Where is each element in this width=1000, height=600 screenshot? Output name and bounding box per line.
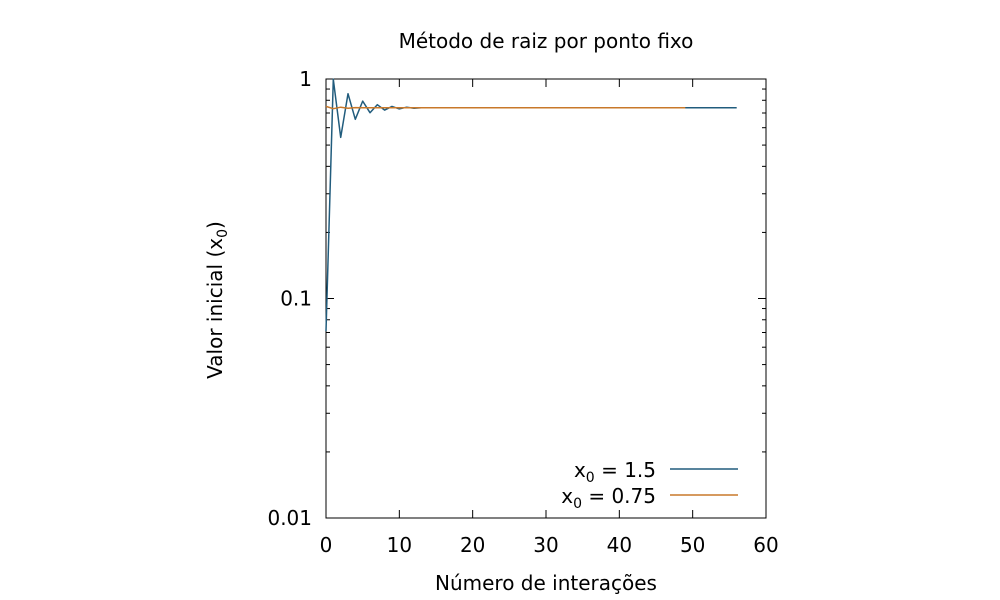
legend-label-1: x0 = 1.5 <box>574 458 656 486</box>
y-axis-label-base: Valor inicial (x <box>203 238 227 379</box>
plot-frame <box>325 78 767 519</box>
y-axis-ticks: 0.01 0.1 1 <box>267 67 766 530</box>
series-line-2 <box>325 105 686 110</box>
legend-label-2-sub: 0 <box>573 496 582 512</box>
x-tick-label-6: 60 <box>753 533 778 557</box>
legend-entry-2: x0 = 0.75 <box>561 484 738 512</box>
legend-label-1-rest: = 1.5 <box>595 458 656 482</box>
x-tick-label-5: 50 <box>680 533 705 557</box>
minor-ticks <box>326 88 766 453</box>
y-axis-label: Valor inicial (x0) <box>203 221 231 379</box>
x-tick-label-0: 0 <box>320 533 333 557</box>
legend-label-2-rest: = 0.75 <box>582 484 656 508</box>
y-axis-label-sub: 0 <box>215 229 231 238</box>
legend-label-2-base: x <box>561 484 573 508</box>
legend-label-1-base: x <box>574 458 586 482</box>
legend-label-2: x0 = 0.75 <box>561 484 656 512</box>
series-lines <box>325 78 737 332</box>
x-tick-label-2: 20 <box>460 533 485 557</box>
x-tick-label-4: 40 <box>607 533 632 557</box>
x-axis-ticks: 0 10 20 30 40 50 60 <box>320 79 779 557</box>
x-tick-label-3: 30 <box>533 533 558 557</box>
legend-label-1-sub: 0 <box>586 470 595 486</box>
series-line-1 <box>325 78 737 332</box>
x-axis-label: Número de interações <box>435 571 657 595</box>
legend: x0 = 1.5 x0 = 0.75 <box>561 458 738 512</box>
y-tick-label-0: 0.01 <box>267 506 312 530</box>
x-tick-label-1: 10 <box>387 533 412 557</box>
chart-title: Método de raiz por ponto fixo <box>399 29 694 53</box>
plot-area: 0 10 20 30 40 50 60 0.01 0.1 1 <box>267 67 778 557</box>
legend-entry-1: x0 = 1.5 <box>574 458 738 486</box>
y-tick-label-2: 1 <box>299 67 312 91</box>
y-axis-label-close: ) <box>203 221 227 229</box>
y-tick-label-1: 0.1 <box>280 287 312 311</box>
